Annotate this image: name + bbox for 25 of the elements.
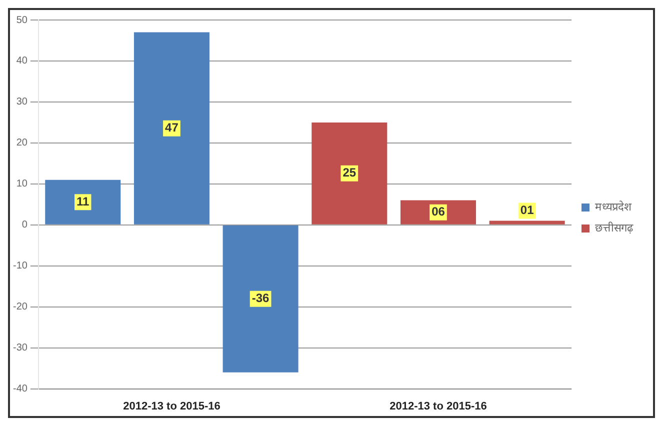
data-label: 47 [165,120,179,135]
bar [489,220,565,224]
data-label: -36 [252,291,270,306]
data-label: 11 [76,194,90,208]
y-tick-label: -20 [13,302,28,313]
x-tick-label: 2012-13 to 2015-16 [390,400,487,412]
x-tick-label: 2012-13 to 2015-16 [123,400,220,412]
data-label: 25 [342,166,356,180]
y-tick-label: 50 [16,14,28,26]
y-tick-label: 40 [16,56,28,67]
bar [45,180,121,224]
y-tick-label: 0 [22,220,28,231]
y-tick-label: -30 [13,342,28,354]
data-label: 06 [432,204,446,219]
bar [134,32,210,224]
legend-label: मध्यप्रदेश [595,200,632,214]
legend-label: छत्तीसगढ़ [595,221,634,234]
y-tick-label: 20 [16,138,28,149]
y-tick-label: 30 [16,96,28,108]
y-tick-label: -10 [13,260,28,272]
y-tick-label: 10 [16,178,28,190]
bar [312,122,388,224]
y-tick-label: -40 [13,384,28,395]
data-label: 01 [520,203,534,218]
bar [222,225,298,372]
